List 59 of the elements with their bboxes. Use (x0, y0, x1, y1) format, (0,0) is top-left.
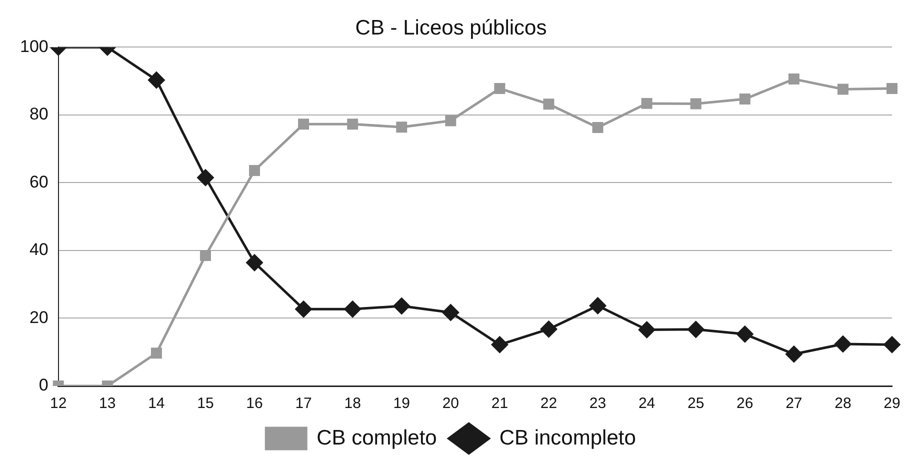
point (543, 98, 554, 110)
x-tick-label: 19 (393, 395, 410, 412)
chart-title: CB - Liceos públicos (355, 16, 547, 40)
point (590, 297, 606, 314)
point (445, 115, 456, 126)
x-tick-label: 21 (491, 395, 508, 412)
point (197, 169, 214, 186)
y-tick-label: 60 (29, 172, 48, 192)
legend-label: CB incompleto (499, 426, 636, 450)
point (246, 254, 263, 271)
point (393, 298, 410, 314)
point (688, 321, 704, 338)
point (295, 300, 312, 318)
x-tick-label: 14 (148, 395, 165, 412)
x-tick-label: 16 (246, 395, 263, 412)
point (442, 304, 459, 321)
point (344, 300, 361, 318)
x-tick-label: 13 (99, 395, 116, 412)
point (834, 336, 852, 352)
point (788, 74, 800, 85)
point (739, 94, 750, 105)
point (786, 346, 802, 362)
y-tick-label: 80 (29, 104, 48, 124)
x-tick-label: 28 (834, 395, 852, 412)
point (249, 165, 260, 176)
point (200, 250, 211, 262)
x-tick-label: 23 (589, 395, 606, 412)
y-tick-label: 0 (38, 376, 48, 395)
x-tick-label: 20 (442, 395, 460, 412)
point (540, 320, 557, 338)
x-tick-label: 15 (197, 395, 214, 412)
x-tick-label: 24 (638, 395, 656, 412)
point (298, 118, 310, 130)
y-tick-label: 40 (29, 240, 48, 260)
point (491, 336, 508, 353)
point (641, 98, 652, 109)
x-tick-label: 29 (884, 395, 900, 412)
x-tick-label: 22 (540, 395, 558, 412)
point (347, 118, 358, 130)
x-tick-label: 17 (295, 395, 312, 412)
point (494, 83, 506, 94)
y-tick-label: 100 (20, 36, 48, 56)
x-tick-label: 12 (50, 395, 67, 412)
x-tick-label: 25 (688, 395, 704, 412)
point (592, 122, 604, 133)
legend-label: CB completo (316, 426, 437, 450)
point (736, 326, 754, 342)
point (150, 348, 162, 359)
x-tick-label: 27 (786, 395, 802, 412)
point (396, 122, 408, 133)
x-tick-label: 18 (344, 395, 361, 412)
y-tick-label: 20 (29, 308, 48, 327)
point (638, 322, 656, 338)
point (690, 98, 702, 110)
point (884, 336, 900, 353)
point (837, 84, 848, 95)
point (886, 83, 898, 94)
x-tick-label: 26 (736, 395, 754, 412)
point (148, 72, 165, 88)
